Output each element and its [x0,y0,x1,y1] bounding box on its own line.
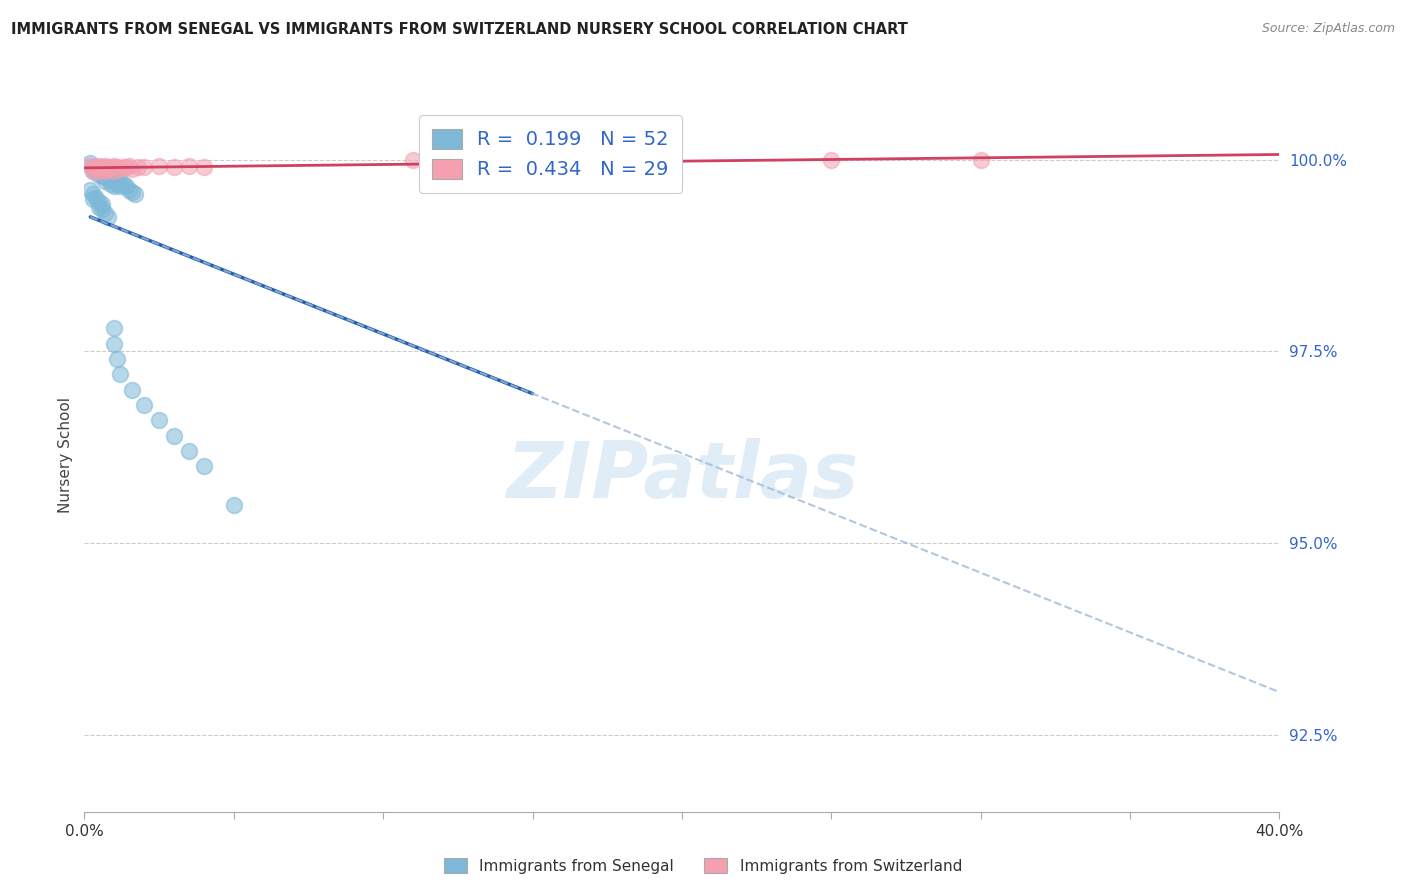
Point [89,200,111,214]
Legend: Immigrants from Senegal, Immigrants from Switzerland: Immigrants from Senegal, Immigrants from… [437,852,969,880]
Point [110,179,132,194]
Text: IMMIGRANTS FROM SENEGAL VS IMMIGRANTS FROM SWITZERLAND NURSERY SCHOOL CORRELATIO: IMMIGRANTS FROM SENEGAL VS IMMIGRANTS FR… [11,22,908,37]
Point [103,169,125,184]
Point [148,159,170,173]
Point [112,177,135,191]
Point [91,197,114,211]
Point [100,160,122,174]
Point [132,398,156,412]
Point [89,159,111,173]
Point [82,164,104,178]
Point [82,160,104,174]
Point [112,160,135,174]
Point [94,164,117,178]
Point [86,164,108,178]
Point [94,164,117,178]
Point [86,160,108,174]
Legend: R =  0.199   N = 52, R =  0.434   N = 29: R = 0.199 N = 52, R = 0.434 N = 29 [419,115,682,193]
Point [94,206,117,220]
Point [100,177,122,191]
Point [115,160,138,174]
Point [82,164,104,178]
Point [82,193,104,207]
Point [522,153,544,167]
Point [118,183,141,197]
Point [91,160,114,174]
Point [82,187,104,202]
Point [103,336,125,351]
Point [177,159,200,173]
Point [121,185,143,199]
Point [103,174,125,188]
Point [97,168,120,182]
Point [163,428,186,442]
Text: ZIPatlas: ZIPatlas [506,438,858,515]
Point [82,160,104,174]
Point [103,164,125,178]
Point [105,177,128,191]
Point [103,321,125,335]
Point [91,169,114,184]
Point [110,368,132,382]
Point [89,164,111,178]
Point [94,174,117,188]
Point [148,413,170,427]
Point [79,156,101,170]
Point [97,161,120,176]
Point [86,160,108,174]
Point [121,383,143,397]
Point [970,153,993,167]
Point [103,179,125,194]
Point [79,159,101,173]
Point [110,174,132,188]
Point [91,160,114,174]
Point [94,169,117,184]
Point [132,160,156,174]
Point [222,498,245,512]
Point [86,191,108,205]
Point [79,183,101,197]
Point [118,159,141,173]
Point [105,351,128,366]
Point [97,171,120,186]
Point [115,179,138,194]
Point [820,153,842,167]
Point [94,159,117,173]
Point [89,161,111,176]
Point [124,187,146,202]
Point [127,160,149,174]
Point [97,210,120,224]
Point [163,160,186,174]
Point [89,168,111,182]
Text: Source: ZipAtlas.com: Source: ZipAtlas.com [1261,22,1395,36]
Point [193,160,215,174]
Point [177,444,200,458]
Point [193,459,215,474]
Point [110,161,132,176]
Point [121,161,143,176]
Point [100,168,122,182]
Point [402,153,425,167]
Point [105,171,128,186]
Point [105,160,128,174]
Point [91,202,114,217]
Point [91,164,114,178]
Point [89,194,111,209]
Point [97,160,120,174]
Y-axis label: Nursery School: Nursery School [58,397,73,513]
Point [103,159,125,173]
Point [100,171,122,186]
